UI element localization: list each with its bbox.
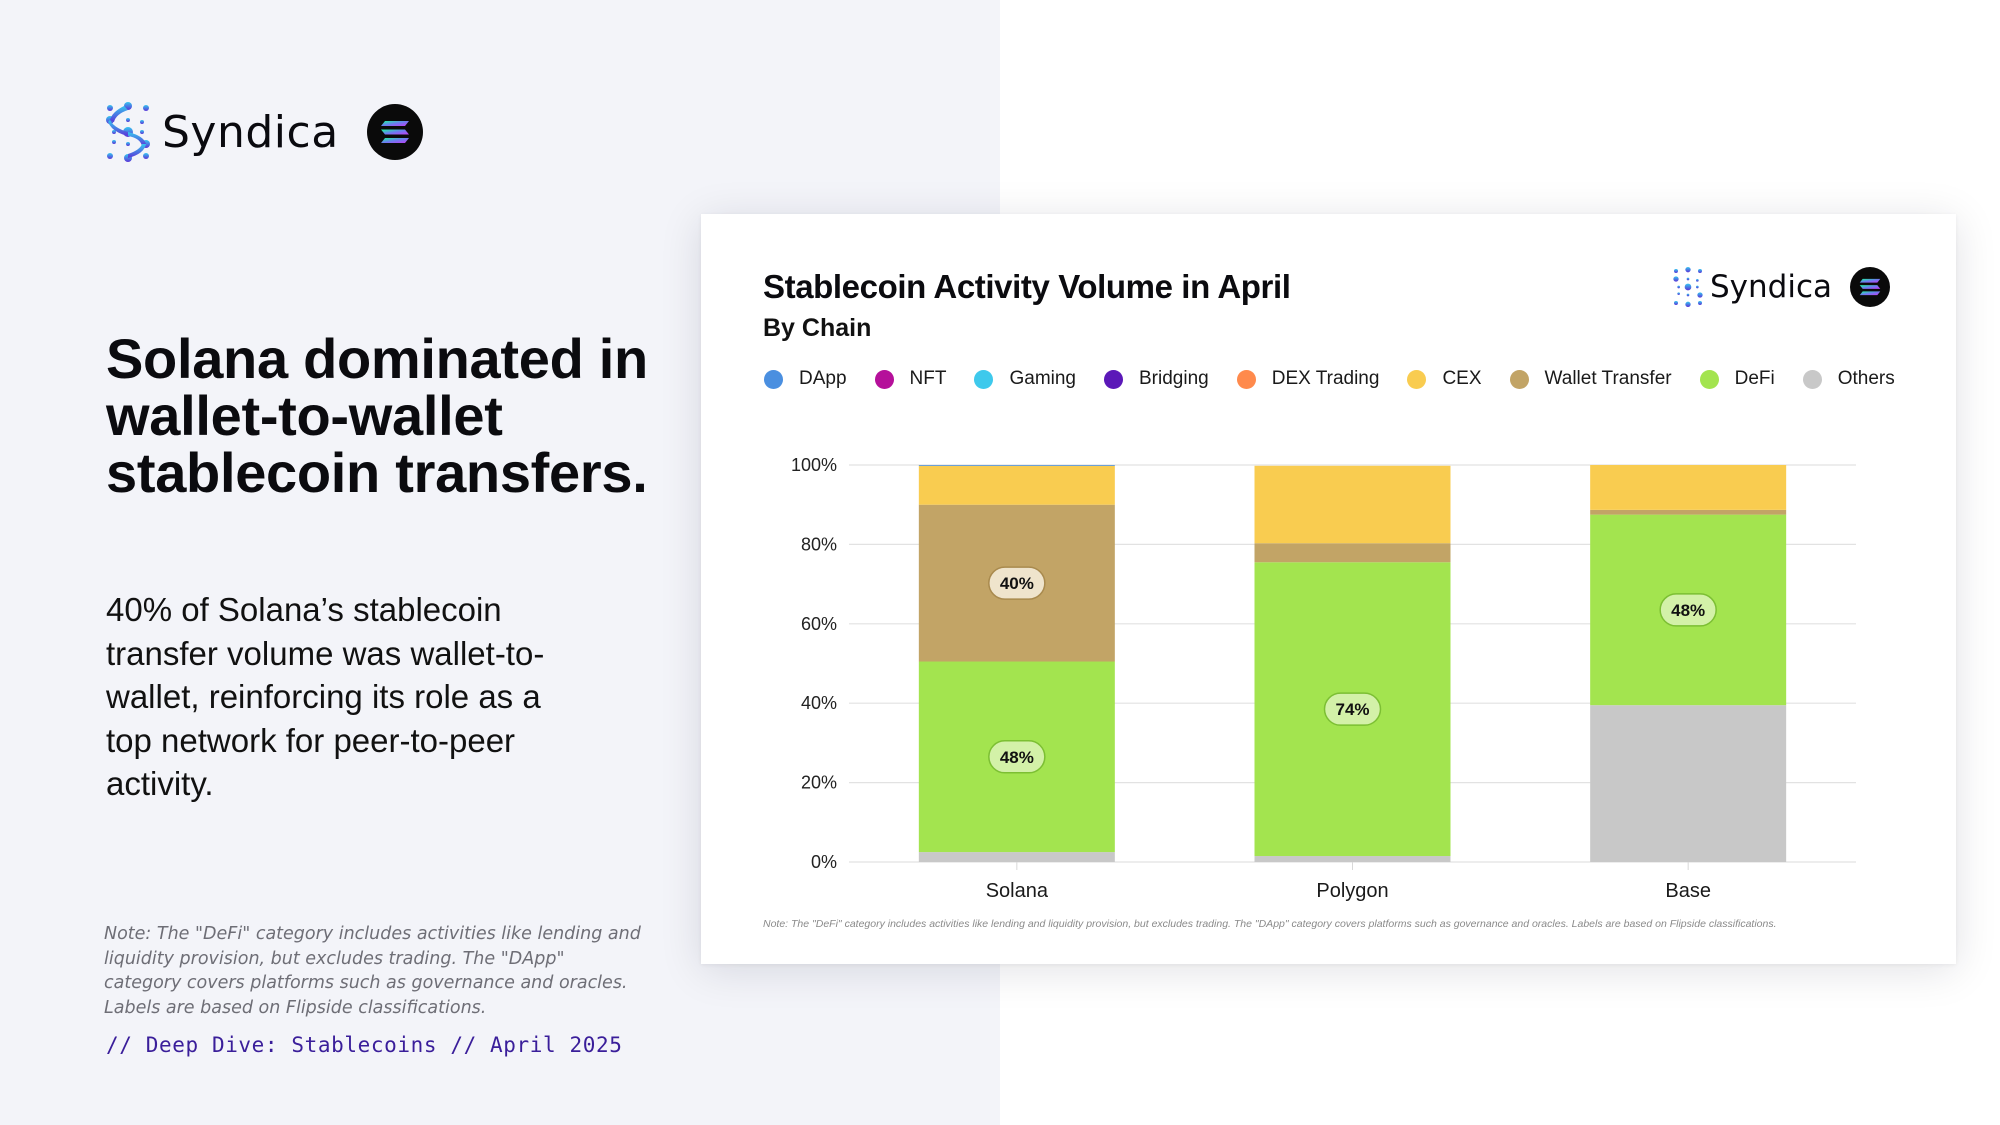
legend-label: Others [1837, 368, 1895, 389]
y-tick-label: 60% [801, 614, 837, 634]
chart-subtitle: By Chain [763, 314, 872, 342]
data-label: 74% [1335, 700, 1369, 719]
legend-item-dex-trading[interactable]: DEX Trading [1236, 368, 1380, 390]
legend-swatch [1104, 369, 1123, 389]
legend-item-cex[interactable]: CEX [1407, 368, 1482, 390]
legend-label: DeFi [1734, 368, 1775, 389]
card-brand: Syndica [1672, 266, 1890, 308]
legend-label: NFT [909, 368, 947, 389]
bar-segment-polygon-wallet-transfer [1254, 543, 1451, 563]
legend-swatch [1699, 369, 1719, 389]
legend-label: DEX Trading [1271, 368, 1380, 389]
chart-note: Note: The "DeFi" category includes activ… [763, 918, 1777, 930]
legend-item-nft[interactable]: NFT [874, 368, 947, 390]
bar-segment-base-cex [1590, 465, 1787, 510]
y-tick-label: 100% [791, 455, 837, 475]
brand-wordmark: Syndica [162, 106, 339, 158]
y-tick-label: 0% [811, 852, 837, 872]
legend-item-gaming[interactable]: Gaming [974, 368, 1076, 390]
chart-title: Stablecoin Activity Volume in April [763, 268, 1291, 305]
methodology-note: Note: The "DeFi" category includes activ… [104, 924, 641, 1018]
legend-swatch [1802, 369, 1822, 389]
legend-item-defi[interactable]: DeFi [1699, 368, 1775, 390]
subtext: 40% of Solana’s stablecoin transfer volu… [106, 591, 545, 802]
legend-item-bridging[interactable]: Bridging [1104, 368, 1209, 390]
legend-label: Bridging [1139, 368, 1209, 389]
x-tick-label: Base [1665, 880, 1711, 902]
syndica-logo-icon [106, 102, 150, 162]
bar-segment-base-wallet-transfer [1590, 509, 1787, 515]
data-label: 48% [1000, 748, 1034, 767]
legend-label: CEX [1442, 368, 1482, 389]
x-tick-label: Polygon [1316, 880, 1388, 902]
legend-swatch [1236, 369, 1256, 389]
data-label: 40% [1000, 574, 1034, 593]
y-tick-label: 20% [801, 773, 837, 793]
data-label-pill [1323, 692, 1382, 726]
y-tick-label: 40% [801, 693, 837, 713]
y-tick-label: 80% [801, 534, 837, 554]
bar-segment-base-others [1590, 705, 1787, 862]
solana-logo-icon [1850, 267, 1890, 307]
legend-label: DApp [799, 368, 847, 389]
legend-swatch [974, 369, 994, 389]
headline: Solana dominated in wallet-to-wallet sta… [106, 327, 648, 504]
syndica-logo-icon [1673, 267, 1703, 307]
data-label-pill [1659, 593, 1717, 627]
legend-item-others[interactable]: Others [1802, 368, 1895, 390]
card-brand-wordmark: Syndica [1709, 269, 1832, 305]
legend-swatch [764, 369, 783, 389]
bar-segment-solana-others [918, 852, 1115, 862]
chart-canvas: 0% 20% 40% 60% 80% 100% Solana Polygon Base 40% 48… [791, 455, 1856, 902]
legend-item-dapp[interactable]: DApp [764, 368, 847, 390]
legend-swatch [1509, 369, 1529, 389]
data-label-pill [988, 740, 1046, 774]
chart-card: 0% 20% 40% 60% 80% 100% Solana Polygon Base 40% 48… [701, 214, 1956, 964]
x-tick-label: Solana [986, 880, 1049, 902]
data-label-pill [988, 566, 1046, 600]
bar-segment-polygon-cex [1254, 465, 1451, 544]
bar-segment-solana-cex [918, 465, 1115, 505]
bar-segment-polygon-others [1254, 856, 1451, 862]
legend-swatch [1407, 369, 1427, 389]
legend-label: Wallet Transfer [1544, 368, 1672, 389]
chart-legend: DApp NFT Gaming Bridging DEX Trading CEX Walle… [764, 368, 1923, 390]
legend-item-wallet-transfer[interactable]: Wallet Transfer [1509, 368, 1672, 390]
brand-header: Syndica [104, 102, 423, 162]
footer-tag: // Deep Dive: Stablecoins // April 2025 [106, 1033, 623, 1057]
legend-label: Gaming [1009, 368, 1076, 389]
bar-segment-solana-dapp [918, 465, 1115, 466]
data-label: 48% [1671, 601, 1705, 620]
solana-logo-icon [366, 104, 423, 160]
legend-swatch [874, 369, 894, 389]
